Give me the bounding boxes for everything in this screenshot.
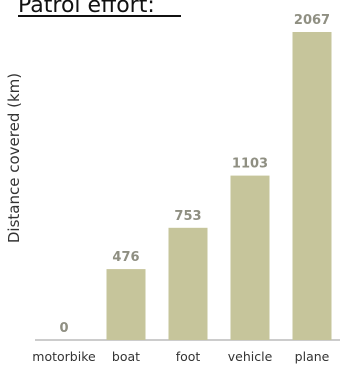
value-label-plane: 2067 [294, 13, 330, 28]
bar-boat [106, 269, 146, 340]
value-labels-layer: 0 476 753 1103 2067 [59, 13, 330, 336]
bar-plane [292, 32, 332, 340]
value-label-vehicle: 1103 [232, 157, 268, 172]
tick-label-boat: boat [112, 349, 140, 364]
bars-layer [106, 32, 332, 340]
y-axis-label: Distance covered (km) [5, 73, 23, 243]
tick-label-vehicle: vehicle [228, 349, 273, 364]
value-label-foot: 753 [174, 209, 201, 224]
tick-label-plane: plane [295, 349, 330, 364]
chart-title: Patrol effort: [18, 0, 155, 18]
value-label-motorbike: 0 [59, 321, 68, 336]
bar-vehicle [230, 175, 270, 340]
value-label-boat: 476 [112, 250, 139, 265]
tick-labels-layer: motorbike boat foot vehicle plane [32, 349, 329, 364]
bar-foot [168, 227, 208, 340]
tick-label-motorbike: motorbike [32, 349, 96, 364]
tick-label-foot: foot [176, 349, 201, 364]
